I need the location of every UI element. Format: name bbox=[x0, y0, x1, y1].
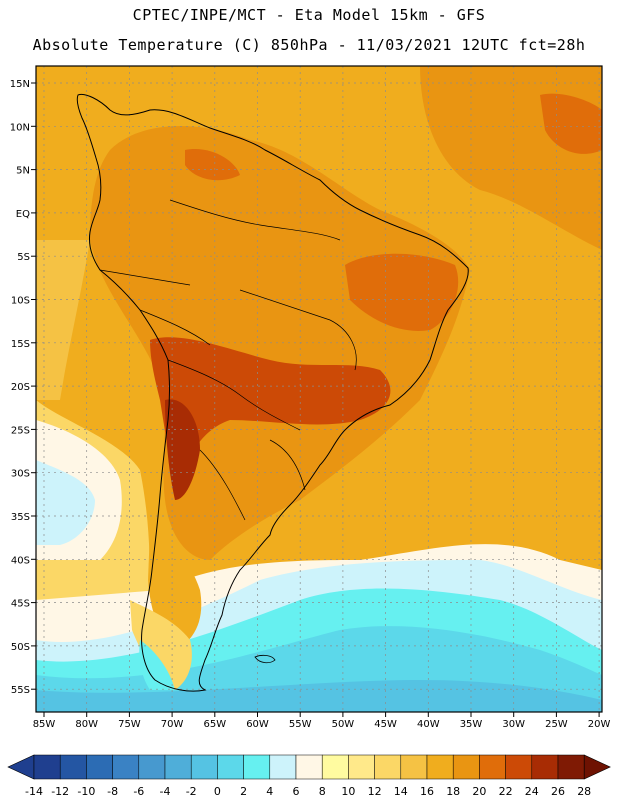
lon-label: 45W bbox=[374, 719, 397, 730]
country-borders bbox=[99, 199, 357, 521]
colorbar-label: 8 bbox=[319, 785, 326, 798]
colorbar-label: -10 bbox=[77, 785, 95, 798]
lon-label: 20W bbox=[588, 719, 611, 730]
lat-label: 5N bbox=[16, 166, 30, 177]
colorbar-label: 28 bbox=[577, 785, 591, 798]
colorbar-swatch bbox=[269, 754, 297, 780]
latitude-labels: 15N 10N 5N EQ 5S 10S 15S 20S 25S 30S 35S 40S 45S 50S 5… bbox=[10, 79, 30, 696]
south-america-coastline bbox=[76, 93, 469, 692]
colorbar-swatch bbox=[243, 754, 271, 780]
lat-label: 35S bbox=[11, 512, 30, 523]
lon-label: 30W bbox=[502, 719, 525, 730]
lon-label: 60W bbox=[246, 719, 269, 730]
colorbar-swatch bbox=[479, 754, 506, 780]
colorbar-swatch bbox=[426, 754, 454, 780]
lat-label: 20S bbox=[11, 382, 30, 393]
lon-label: 40W bbox=[417, 719, 440, 730]
colorbar-label: 18 bbox=[446, 785, 460, 798]
colorbar-label: 12 bbox=[368, 785, 382, 798]
lat-label: 15S bbox=[11, 339, 30, 350]
colorbar-label: -14 bbox=[25, 785, 43, 798]
colorbar-swatch bbox=[505, 754, 533, 780]
lat-label: 10N bbox=[10, 122, 30, 133]
lon-label: 35W bbox=[460, 719, 483, 730]
lat-label: 25S bbox=[11, 425, 30, 436]
colorbar-label: -8 bbox=[107, 785, 118, 798]
colorbar-swatch bbox=[33, 754, 61, 780]
lon-label: 70W bbox=[161, 719, 184, 730]
temperature-field bbox=[36, 66, 602, 712]
colorbar-swatch bbox=[190, 754, 218, 780]
colorbar-swatch bbox=[295, 754, 323, 780]
colorbar-swatch bbox=[374, 754, 402, 780]
colorbar-label: -12 bbox=[51, 785, 69, 798]
lon-label: 80W bbox=[75, 719, 98, 730]
colorbar-swatch bbox=[452, 754, 480, 780]
colorbar-label: 2 bbox=[240, 785, 247, 798]
lat-label: 5S bbox=[17, 252, 30, 263]
colorbar-label: -4 bbox=[160, 785, 171, 798]
lat-label: 50S bbox=[11, 642, 30, 653]
colorbar-label: 4 bbox=[266, 785, 273, 798]
colorbar: -14 -12 -10 -8 -6 -4 -2 0 2 4 6 8 10 12 14 16 18 20 22 24 26… bbox=[7, 754, 611, 798]
colorbar-swatch bbox=[138, 754, 166, 780]
colorbar-label: 24 bbox=[525, 785, 539, 798]
map-frame bbox=[35, 65, 603, 713]
lon-label: 55W bbox=[289, 719, 312, 730]
longitude-labels: 85W 80W 75W 70W 65W 60W 55W 50W 45W 40W 35W 30W 25W 2… bbox=[33, 719, 611, 730]
lon-label: 65W bbox=[203, 719, 226, 730]
colorbar-label: 16 bbox=[420, 785, 434, 798]
colorbar-right-arrow bbox=[583, 754, 611, 780]
colorbar-label: 14 bbox=[394, 785, 408, 798]
lon-label: 75W bbox=[118, 719, 141, 730]
lon-label: 50W bbox=[332, 719, 355, 730]
lat-label: 30S bbox=[11, 469, 30, 480]
colorbar-label: -6 bbox=[133, 785, 144, 798]
lon-label: 25W bbox=[545, 719, 568, 730]
colorbar-label: 20 bbox=[472, 785, 486, 798]
colorbar-swatch bbox=[86, 754, 113, 780]
colorbar-swatch bbox=[217, 754, 244, 780]
lat-label: 45S bbox=[11, 599, 30, 610]
colorbar-label: 6 bbox=[293, 785, 300, 798]
colorbar-label: 26 bbox=[551, 785, 565, 798]
lat-label: 15N bbox=[10, 79, 30, 90]
colorbar-swatch bbox=[59, 754, 87, 780]
lat-label: 10S bbox=[11, 296, 30, 307]
title-line-1: CPTEC/INPE/MCT - Eta Model 15km - GFS bbox=[132, 6, 486, 24]
colorbar-swatch bbox=[348, 754, 375, 780]
title-line-2: Absolute Temperature (C) 850hPa - 11/03/… bbox=[32, 36, 586, 54]
lat-label: 55S bbox=[11, 685, 30, 696]
lon-label: 85W bbox=[33, 719, 56, 730]
colorbar-label: 0 bbox=[214, 785, 221, 798]
lat-label: EQ bbox=[16, 209, 30, 220]
colorbar-label: 10 bbox=[341, 785, 355, 798]
colorbar-label: 22 bbox=[499, 785, 513, 798]
colorbar-swatch bbox=[321, 754, 349, 780]
colorbar-swatch bbox=[164, 754, 192, 780]
colorbar-swatch bbox=[557, 754, 585, 780]
colorbar-swatch bbox=[531, 754, 559, 780]
lat-label: 40S bbox=[11, 555, 30, 566]
colorbar-swatch bbox=[400, 754, 428, 780]
colorbar-label: -2 bbox=[186, 785, 197, 798]
colorbar-swatch bbox=[112, 754, 140, 780]
colorbar-left-arrow bbox=[7, 754, 35, 780]
